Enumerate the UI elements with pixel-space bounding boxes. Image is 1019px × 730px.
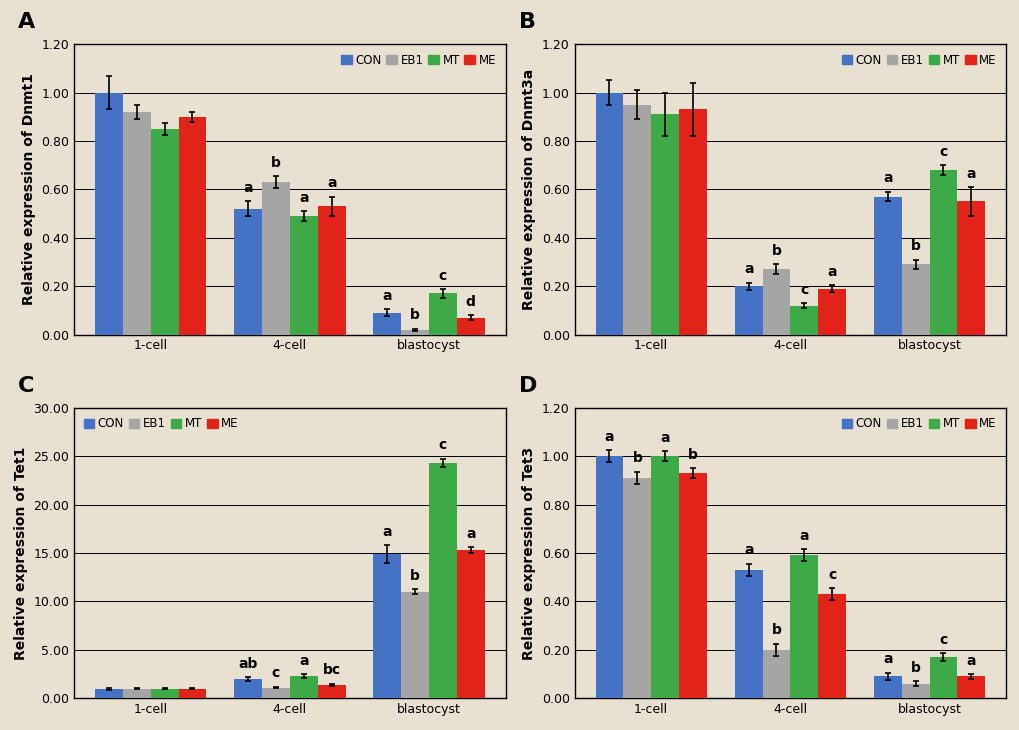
Bar	[595, 93, 623, 334]
Bar	[234, 209, 262, 334]
Bar	[122, 688, 151, 699]
Bar	[679, 473, 706, 699]
Bar	[317, 685, 345, 699]
Text: ab: ab	[238, 657, 258, 671]
Text: a: a	[826, 264, 836, 279]
Text: a: a	[244, 181, 253, 195]
Text: a: a	[466, 527, 475, 541]
Bar	[817, 594, 845, 699]
Bar	[400, 330, 429, 334]
Text: D: D	[518, 376, 536, 396]
Bar	[679, 110, 706, 334]
Bar	[262, 182, 289, 334]
Y-axis label: Relative expression of Tet3: Relative expression of Tet3	[522, 446, 536, 660]
Text: C: C	[18, 376, 35, 396]
Bar	[289, 676, 317, 699]
Bar	[151, 129, 178, 334]
Text: a: a	[799, 529, 808, 543]
Text: c: c	[272, 666, 280, 680]
Bar	[262, 688, 289, 699]
Text: d: d	[466, 295, 475, 309]
Y-axis label: Relative expression of Dnmt1: Relative expression of Dnmt1	[21, 74, 36, 305]
Text: a: a	[382, 289, 391, 303]
Text: b: b	[910, 239, 920, 253]
Text: c: c	[938, 145, 947, 158]
Text: a: a	[743, 262, 753, 276]
Bar	[623, 478, 650, 699]
Text: a: a	[882, 653, 892, 666]
Text: a: a	[299, 654, 309, 668]
Bar	[873, 196, 901, 334]
Text: bc: bc	[322, 664, 340, 677]
Legend: CON, EB1, MT, ME: CON, EB1, MT, ME	[838, 50, 1000, 70]
Text: c: c	[938, 633, 947, 647]
Bar	[817, 288, 845, 334]
Bar	[762, 650, 790, 699]
Bar	[429, 293, 457, 334]
Text: a: a	[326, 176, 336, 191]
Bar	[178, 117, 206, 334]
Bar	[95, 93, 122, 334]
Bar	[790, 556, 817, 699]
Bar	[650, 115, 679, 334]
Bar	[400, 592, 429, 699]
Text: b: b	[910, 661, 920, 675]
Bar	[457, 318, 484, 334]
Bar	[623, 104, 650, 334]
Bar	[151, 688, 178, 699]
Text: B: B	[518, 12, 535, 33]
Bar	[373, 554, 400, 699]
Text: a: a	[966, 653, 975, 668]
Bar	[734, 286, 762, 334]
Bar	[957, 201, 984, 334]
Legend: CON, EB1, MT, ME: CON, EB1, MT, ME	[337, 50, 499, 70]
Text: b: b	[632, 451, 642, 466]
Text: b: b	[410, 308, 420, 322]
Bar	[429, 463, 457, 699]
Text: b: b	[271, 155, 280, 169]
Legend: CON, EB1, MT, ME: CON, EB1, MT, ME	[838, 414, 1000, 434]
Bar	[457, 550, 484, 699]
Bar	[928, 170, 957, 334]
Bar	[317, 207, 345, 334]
Text: c: c	[800, 283, 808, 297]
Bar	[928, 657, 957, 699]
Text: a: a	[966, 166, 975, 180]
Text: c: c	[827, 568, 836, 582]
Bar	[901, 684, 928, 699]
Bar	[373, 313, 400, 334]
Bar	[289, 216, 317, 334]
Text: a: a	[743, 544, 753, 558]
Legend: CON, EB1, MT, ME: CON, EB1, MT, ME	[81, 414, 242, 434]
Bar	[178, 688, 206, 699]
Bar	[734, 570, 762, 699]
Text: a: a	[299, 191, 309, 205]
Text: b: b	[410, 569, 420, 583]
Text: c: c	[438, 438, 446, 452]
Bar	[595, 456, 623, 699]
Text: b: b	[770, 623, 781, 637]
Bar	[790, 306, 817, 334]
Text: b: b	[770, 244, 781, 258]
Bar	[650, 456, 679, 699]
Bar	[122, 112, 151, 334]
Y-axis label: Relative expression of Dnmt3a: Relative expression of Dnmt3a	[522, 69, 536, 310]
Bar	[957, 677, 984, 699]
Bar	[901, 264, 928, 334]
Y-axis label: Relative expression of Tet1: Relative expression of Tet1	[14, 446, 28, 660]
Bar	[95, 688, 122, 699]
Bar	[234, 679, 262, 699]
Bar	[762, 269, 790, 334]
Text: A: A	[18, 12, 36, 33]
Text: b: b	[688, 448, 697, 462]
Text: a: a	[382, 525, 391, 539]
Text: a: a	[882, 172, 892, 185]
Bar	[873, 677, 901, 699]
Text: c: c	[438, 269, 446, 283]
Text: a: a	[604, 430, 613, 444]
Text: a: a	[659, 431, 669, 445]
